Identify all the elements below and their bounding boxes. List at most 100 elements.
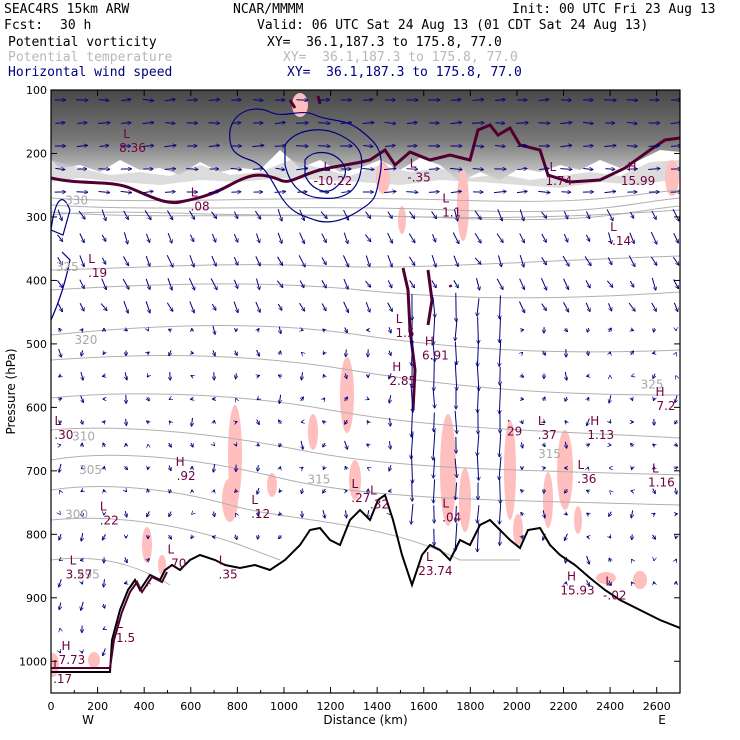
wind-vector [120,191,132,192]
wind-vector [299,280,304,287]
wind-vector [57,257,62,264]
wind-vector [650,231,656,244]
wind-vector [475,278,479,290]
wind-vector [631,329,634,330]
x-axis-label: Distance (km) [323,713,407,727]
fcst-value: 30 h [60,18,92,33]
wind-vector [431,211,437,219]
wind-vector [455,522,458,551]
fcst-label: Fcst: [4,18,44,33]
wind-vector [653,488,655,494]
wind-vector [79,303,84,310]
wind-vector [277,303,281,310]
wind-vector [588,350,589,355]
wind-vector [344,440,348,449]
wind-vector [609,580,611,586]
wind-vector [387,211,392,219]
wind-vector [626,122,637,123]
wind-vector [277,256,283,265]
wind-vector [543,510,545,517]
wind-vector [142,99,153,100]
extremum-letter: L [605,574,612,588]
wind-vector [233,301,238,313]
wind-vector [299,302,304,311]
x-tick-label: 0 [48,700,55,713]
wind-vector [676,559,677,560]
wind-vector [257,398,258,399]
wind-vector [434,505,435,522]
wind-vector [651,277,655,290]
extremum-value: 8.36 [119,141,146,155]
extremum-letter: L [324,160,331,174]
wind-vector [389,491,392,492]
x-tick-label: 600 [180,700,201,713]
wind-vector [169,489,170,492]
wind-vector [299,209,305,221]
wind-vector [478,339,479,366]
wind-vector [500,478,501,503]
wind-vector [496,278,503,290]
wind-vector [59,375,61,377]
x-tick-label: 400 [134,700,155,713]
wind-vector [606,209,613,220]
wind-vector [280,467,281,469]
wind-vector [411,407,412,437]
wind-vector [494,191,506,192]
wind-vector [476,361,479,391]
wind-vector [301,440,303,449]
wind-vector [387,255,392,267]
wind-vector [521,513,523,516]
wind-vector [472,145,483,146]
wind-vector [453,255,458,267]
wind-vector [101,234,106,241]
extremum-letter: L [167,543,174,557]
wind-vector [648,168,659,169]
wind-vector [672,208,679,221]
wind-vector [499,384,500,414]
wind-vector [214,445,215,446]
extremum-letter: H [656,385,665,399]
wind-vector [431,280,436,287]
wind-vector [434,361,435,391]
extremum-letter: L [538,414,545,428]
wind-vector [235,490,237,492]
wind-vector [167,232,172,243]
valid-time: Valid: 06 UTC Sat 24 Aug 13 (01 CDT Sat … [257,18,649,33]
wind-vector [541,233,546,242]
model-name: SEAC4RS 15km ARW [4,2,130,17]
wind-vector [675,395,677,403]
wind-vector [389,395,390,403]
extremum-value: 7.73 [59,653,86,667]
wind-vector [191,399,194,400]
wind-vector [235,534,237,540]
x-tick-label: 2000 [503,700,531,713]
wind-vector [123,256,129,266]
wind-vector [323,329,325,331]
wind-vector [323,421,326,423]
wind-vector [451,100,460,101]
wind-vector [583,146,593,147]
extremum-value: .19 [88,266,107,280]
wind-vector [517,169,526,170]
extremum-letter: L [251,493,258,507]
wind-vector [252,145,263,146]
wind-vector [101,257,105,264]
wind-vector [541,303,546,311]
wind-vector [164,145,176,146]
wind-vector [189,255,194,267]
wind-vector [57,302,63,312]
wind-vector [477,505,479,522]
extremum-value: 1.1 [442,206,461,220]
wind-vector [169,350,171,355]
wind-vector [365,301,370,312]
wind-vector [499,456,502,480]
wind-vector [169,442,172,447]
extremum-value: .32 [370,498,389,512]
wind-vector [433,458,434,477]
wind-vector [318,146,330,147]
wind-vector [496,233,503,243]
wind-vector [563,211,567,218]
y-tick-label: 200 [26,147,47,160]
wind-vector [323,488,326,493]
wind-vector [406,169,418,170]
